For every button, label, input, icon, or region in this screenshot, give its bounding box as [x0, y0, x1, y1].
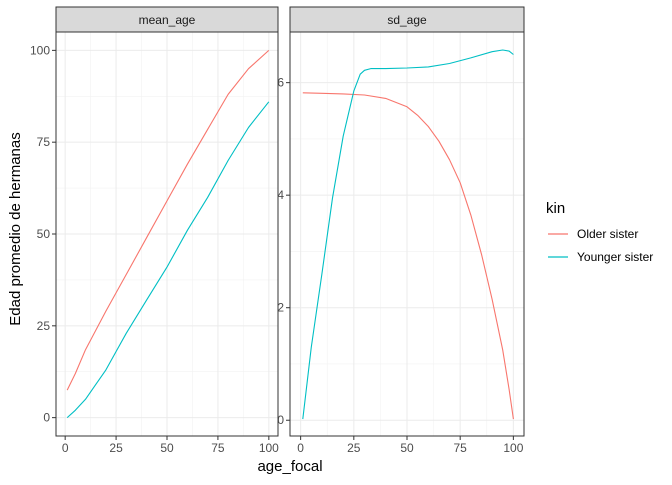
y-tick-label: 0 [277, 413, 284, 427]
legend-label-older-sister: Older sister [577, 227, 638, 241]
facet-strip [289, 6, 525, 33]
y-tick-label: 50 [37, 227, 51, 241]
facet-strip-label: sd_age [387, 13, 427, 27]
series-line-older-sister [302, 92, 514, 420]
x-tick-label: 0 [62, 441, 69, 455]
x-tick-label: 25 [109, 441, 123, 455]
x-tick-label: 25 [347, 441, 361, 455]
x-tick-label: 75 [454, 441, 468, 455]
y-tick-label: 2 [277, 301, 284, 315]
x-tick-label: 0 [297, 441, 304, 455]
legend-entries: Older sister Younger sister [548, 227, 653, 264]
y-axis-label: Edad promedio de hermanas [7, 132, 24, 325]
x-tick-label: 75 [211, 441, 225, 455]
x-tick-label: 50 [160, 441, 174, 455]
legend-label-younger-sister: Younger sister [577, 250, 653, 264]
y-tick-label: 25 [37, 319, 51, 333]
y-tick-label: 0 [43, 411, 50, 425]
series-line-younger-sister [302, 49, 514, 420]
series-line-older-sister [66, 49, 270, 391]
x-tick-label: 50 [400, 441, 414, 455]
legend-title: kin [546, 200, 565, 217]
y-tick-label: 100 [30, 43, 50, 57]
y-tick-label: 6 [277, 76, 284, 90]
series-line-younger-sister [66, 101, 270, 419]
facet-strip [55, 6, 279, 33]
y-tick-label: 75 [37, 135, 51, 149]
x-axis-label: age_focal [257, 458, 322, 475]
facet-panel-mean_age: mean_age 0 25 50 75 100 0 25 50 75 100 [30, 6, 279, 455]
facet-strip-label: mean_age [139, 13, 196, 27]
legend: kin Older sister Younger sister [546, 200, 653, 264]
x-tick-label: 100 [503, 441, 523, 455]
x-tick-label: 100 [259, 441, 279, 455]
facet-panel-sd_age: sd_age 0 25 50 75 100 0 2 4 6 [277, 6, 525, 455]
facets: mean_age 0 25 50 75 100 0 25 50 75 100 sd_age 0 25 50 7… [30, 6, 525, 455]
y-tick-label: 4 [277, 188, 284, 202]
